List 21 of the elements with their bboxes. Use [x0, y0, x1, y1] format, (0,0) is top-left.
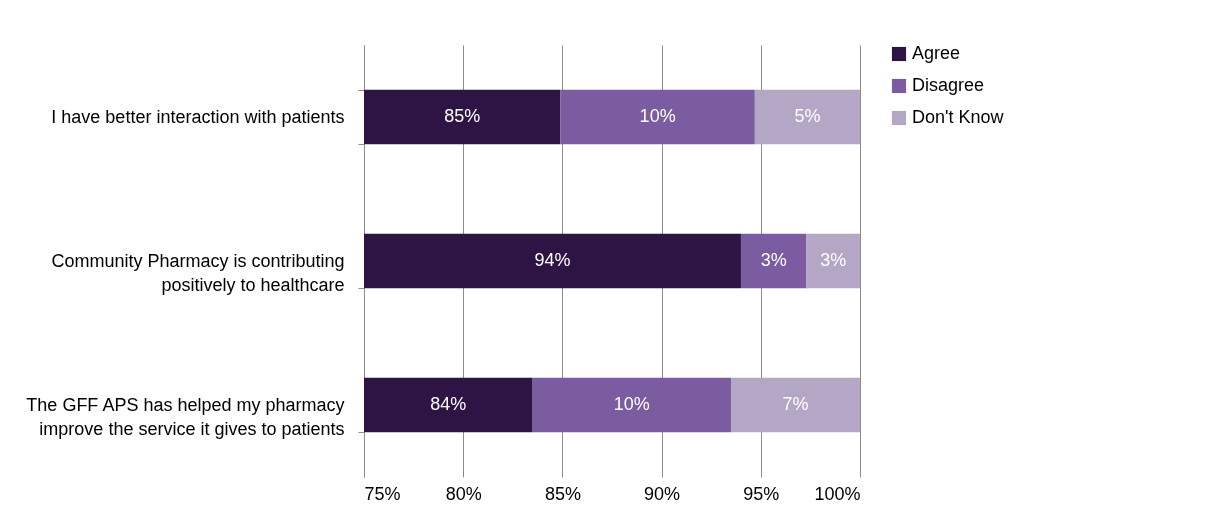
x-tick-label: 95% — [743, 483, 780, 504]
x-tick-label: 100% — [814, 483, 861, 504]
x-tick-label: 75% — [364, 483, 401, 504]
data-label: 5% — [794, 106, 821, 126]
legend-label: Don't Know — [912, 107, 1005, 127]
data-label: 84% — [430, 394, 467, 414]
legend-label: Agree — [912, 43, 961, 63]
data-label: 3% — [760, 250, 787, 270]
data-label: 94% — [534, 250, 571, 270]
data-label: 10% — [639, 106, 676, 126]
x-tick-label: 90% — [644, 483, 681, 504]
y-tick-label: The GFF APS has helped my pharmacy improve the service it gives to patients — [26, 394, 345, 439]
y-tick-label: I have better interaction with patients — [51, 106, 345, 127]
data-label: 85% — [444, 106, 481, 126]
y-tick-label: Community Pharmacy is contributing positively to healthcare — [51, 250, 345, 295]
x-tick-label: 80% — [445, 483, 482, 504]
data-label: 10% — [613, 394, 650, 414]
data-label: 7% — [782, 394, 809, 414]
legend-label: Disagree — [912, 75, 985, 95]
data-label: 3% — [820, 250, 847, 270]
x-tick-label: 85% — [544, 483, 581, 504]
